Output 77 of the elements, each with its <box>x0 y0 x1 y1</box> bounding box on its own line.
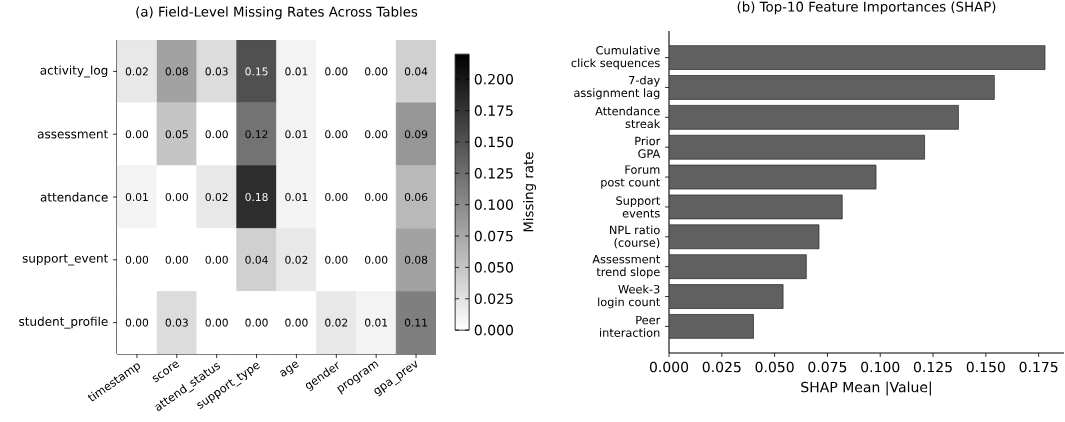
color-bar-label: 0.175 <box>474 105 513 116</box>
data-label: 0.05 <box>165 130 188 139</box>
data-label: 0.04 <box>245 255 268 264</box>
data-label: 0.00 <box>165 255 188 264</box>
x-tick-label: 0.050 <box>755 361 794 373</box>
y-tick-label: Peer interaction <box>600 315 661 337</box>
data-label: 0.00 <box>205 130 228 139</box>
data-label: 0.06 <box>404 192 428 202</box>
data-label: 0.00 <box>125 130 149 139</box>
data-label: 0.00 <box>365 192 388 202</box>
data-label: 0.01 <box>285 67 308 76</box>
y-tick-label: student_profile <box>19 316 108 329</box>
data-label: 0.03 <box>205 67 228 76</box>
data-label: 0.00 <box>205 318 228 327</box>
data-label: 0.02 <box>325 318 348 327</box>
color-bar-label: 0.000 <box>474 324 513 336</box>
x-tick-label: 0.075 <box>808 361 847 373</box>
data-label: 0.15 <box>245 67 268 76</box>
color-bar-label: 0.200 <box>474 73 513 85</box>
data-label: 0.00 <box>325 130 348 139</box>
color-bar-label: 0.150 <box>474 136 513 148</box>
data-label: 0.01 <box>365 318 388 327</box>
x-tick-label: age <box>279 361 299 377</box>
data-label: 0.00 <box>325 192 348 202</box>
data-label: 0.04 <box>404 67 428 76</box>
color-bar-label: 0.100 <box>474 199 513 210</box>
x-tick-label: 0.000 <box>649 361 689 373</box>
data-label: 0.00 <box>365 67 388 76</box>
data-label: 0.00 <box>165 192 188 202</box>
data-label: 0.02 <box>205 192 228 202</box>
y-tick-label: Forum post count <box>601 165 661 189</box>
y-tick-label: activity_log <box>40 65 108 78</box>
data-label: 0.08 <box>165 67 188 76</box>
x-tick-label: 0.150 <box>966 361 1005 373</box>
data-label: 0.09 <box>404 130 428 139</box>
data-label: 0.00 <box>285 318 308 327</box>
data-label: 0.00 <box>205 255 228 264</box>
y-tick-label: Attendance streak <box>595 106 661 129</box>
y-tick-label: support_event <box>22 254 108 266</box>
data-label: 0.18 <box>245 192 268 202</box>
y-tick-label: NPL ratio (course) <box>610 225 660 249</box>
chart-title: (b) Top-10 Feature Importances (SHAP) <box>737 1 996 15</box>
color-bar-label: 0.050 <box>474 262 513 273</box>
y-tick-label: assessment <box>37 129 108 139</box>
data-label: 0.00 <box>125 318 149 327</box>
x-axis-title: SHAP Mean |Value| <box>801 381 931 396</box>
data-label: 0.02 <box>125 67 148 76</box>
data-label: 0.00 <box>245 318 268 327</box>
data-label: 0.02 <box>285 255 308 264</box>
data-label: 0.01 <box>285 130 308 139</box>
y-tick-label: attendance <box>40 192 108 202</box>
data-label: 0.00 <box>125 255 149 264</box>
y-tick-label: Prior GPA <box>635 136 661 158</box>
y-tick-label: Cumulative click sequences <box>571 45 660 70</box>
color-bar-label: 0.075 <box>474 230 513 242</box>
y-tick-label: Week-3 login count <box>598 284 661 309</box>
chart-title: (a) Field-Level Missing Rates Across Tables <box>136 6 418 20</box>
x-tick-label: 0.175 <box>1019 361 1058 373</box>
y-tick-label: 7-day assignment lag <box>574 75 660 100</box>
data-label: 0.08 <box>404 255 428 264</box>
x-tick-label: 0.025 <box>702 361 741 373</box>
color-bar-label: 0.125 <box>474 168 513 179</box>
data-label: 0.00 <box>325 255 348 264</box>
data-label: 0.00 <box>325 67 348 76</box>
color-bar-title: Missing rate <box>523 152 536 232</box>
color-bar-label: 0.025 <box>474 293 513 305</box>
y-tick-label: Assessment trend slope <box>592 255 661 279</box>
data-label: 0.12 <box>245 130 268 139</box>
data-label: 0.11 <box>404 318 427 327</box>
data-label: 0.03 <box>165 318 188 327</box>
data-label: 0.01 <box>285 192 308 202</box>
y-tick-label: Support events <box>616 196 661 218</box>
data-label: 0.00 <box>365 255 388 264</box>
data-label: 0.00 <box>365 130 388 139</box>
data-label: 0.01 <box>125 192 148 202</box>
x-tick-label: 0.100 <box>861 361 900 373</box>
x-tick-label: 0.125 <box>913 361 952 373</box>
